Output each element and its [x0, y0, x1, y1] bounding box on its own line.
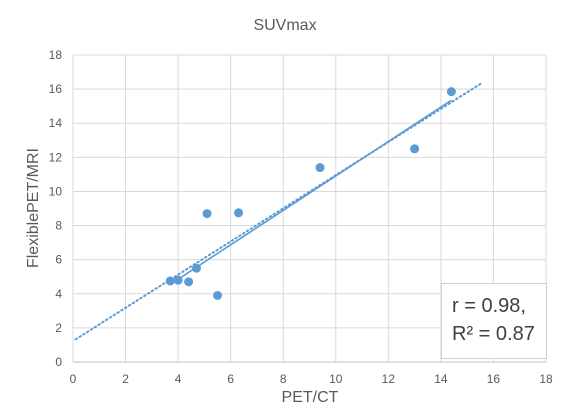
x-tick-labels: 0 2 4 6 8 10 12 14 16 18 [70, 372, 553, 386]
x-tick-label: 18 [539, 372, 553, 386]
trendline-fit [169, 99, 452, 286]
y-tick-label: 12 [49, 150, 63, 164]
y-tick-label: 16 [49, 82, 63, 96]
y-tick-label: 0 [55, 355, 62, 369]
data-point [173, 275, 183, 285]
x-tick-label: 0 [70, 372, 77, 386]
x-tick-label: 16 [487, 372, 501, 386]
x-tick-label: 14 [434, 372, 448, 386]
data-point [202, 209, 212, 219]
y-tick-labels: 0 2 4 6 8 10 12 14 16 18 [49, 48, 63, 369]
trendline [74, 82, 482, 341]
x-axis-title: PET/CT [282, 389, 339, 406]
trendline-extension [74, 82, 482, 341]
y-tick-label: 2 [55, 321, 62, 335]
x-tick-label: 4 [175, 372, 182, 386]
data-point [315, 163, 325, 173]
correlation-r-squared: R² = 0.87 [452, 323, 535, 345]
x-tick-label: 8 [280, 372, 287, 386]
y-tick-label: 18 [49, 48, 63, 62]
y-tick-label: 10 [49, 184, 63, 198]
x-tick-label: 10 [329, 372, 343, 386]
y-axis-title: FlexiblePET/MRI [25, 148, 42, 268]
correlation-r: r = 0.98, [452, 295, 526, 317]
x-tick-label: 2 [122, 372, 129, 386]
y-tick-label: 14 [49, 116, 63, 130]
correlation-annotation: r = 0.98, R² = 0.87 [441, 283, 547, 359]
x-tick-label: 12 [382, 372, 396, 386]
data-point [165, 276, 175, 286]
y-tick-label: 8 [55, 219, 62, 233]
y-tick-label: 4 [55, 287, 62, 301]
data-point [234, 208, 244, 218]
axes [72, 55, 546, 363]
data-points [165, 87, 456, 300]
chart-title: SUVmax [253, 17, 316, 34]
data-point [410, 144, 420, 154]
data-point [446, 87, 456, 97]
y-tick-label: 6 [55, 253, 62, 267]
x-tick-label: 6 [227, 372, 234, 386]
data-point [192, 263, 202, 273]
data-point [184, 277, 194, 287]
data-point [213, 290, 223, 300]
